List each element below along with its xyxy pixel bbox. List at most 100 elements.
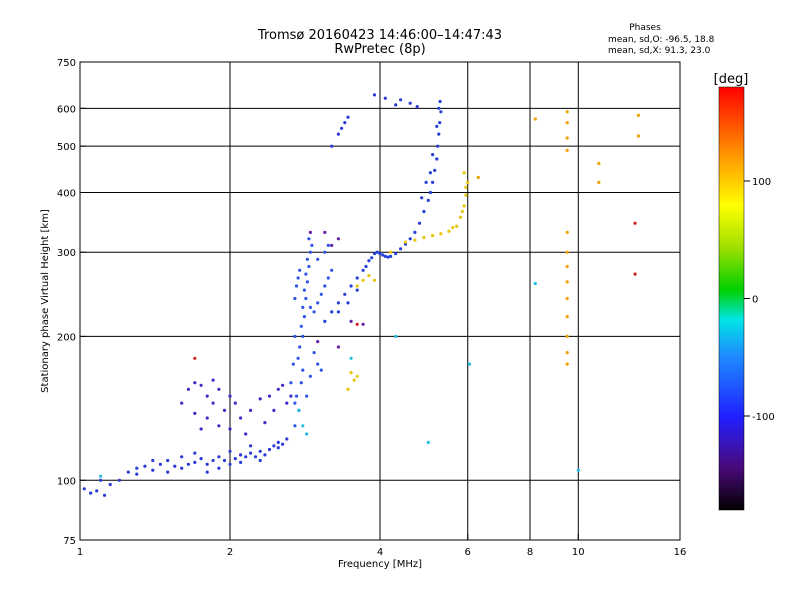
data-point [312,351,316,355]
data-point [302,288,306,292]
data-point [330,144,334,148]
data-point [205,394,209,398]
data-point [424,180,428,184]
data-point [431,234,435,238]
data-point [476,175,480,180]
data-point [228,427,232,431]
data-point [281,442,285,446]
data-point [180,466,184,470]
data-point [205,462,209,466]
data-point [158,462,162,466]
data-point [565,315,569,319]
data-point [263,421,267,425]
data-point [597,180,601,184]
data-point [126,470,130,474]
data-point [305,432,309,436]
data-point [249,408,253,412]
data-point [323,319,327,323]
data-point [316,340,320,344]
data-point [467,362,472,366]
data-point [381,253,385,257]
data-point [228,462,232,466]
data-point [249,451,253,455]
data-point [308,305,312,309]
data-point [316,301,320,305]
data-point [296,276,300,280]
data-point [293,424,297,428]
data-point [462,171,466,175]
data-point [346,115,350,119]
data-point [281,383,285,387]
data-point [355,374,359,378]
colorbar-tick-label: -100 [752,412,775,423]
data-point [403,240,408,244]
data-point [233,401,237,405]
data-point [296,356,300,360]
y-tick-label: 100 [57,476,76,487]
data-point [565,136,569,140]
data-point [89,491,93,495]
data-point [422,209,426,214]
data-point [383,96,387,100]
data-point [565,110,569,114]
data-point [431,153,435,157]
data-point [304,296,308,301]
y-axis-label: Stationary phase Virtual Height [km] [40,209,51,393]
data-point [99,478,103,482]
data-point [346,301,350,305]
x-tick-label: 8 [527,547,533,558]
data-point [417,221,422,225]
data-point [447,229,451,233]
data-point [193,356,197,360]
data-point [437,132,441,136]
data-point [117,478,122,482]
data-point [372,93,377,97]
data-point [576,468,580,472]
data-point [276,387,280,391]
data-point [330,310,334,314]
data-point [361,268,365,272]
data-point [367,274,371,278]
y-tick-label: 200 [57,332,76,343]
data-point [399,98,403,102]
data-point [330,243,334,247]
data-point [343,292,347,296]
data-point [143,464,147,468]
data-point [370,256,374,260]
data-point [435,124,439,128]
x-tick-label: 6 [465,547,471,558]
data-point [258,397,262,401]
data-point [323,250,327,254]
data-point [244,455,248,459]
data-point [301,424,305,428]
data-point [301,368,305,372]
x-tick-label: 10 [572,547,585,558]
data-point [420,196,424,200]
data-point [336,237,340,241]
data-point [293,334,297,338]
data-point [428,190,432,195]
data-point [326,243,330,247]
data-point [186,462,190,466]
data-point [336,301,340,305]
data-point [413,238,417,242]
data-point [285,401,289,405]
data-point [636,134,641,138]
data-point [597,161,601,166]
colorbar [718,86,745,511]
data-point [464,185,468,189]
data-point [439,110,443,114]
data-point [375,250,379,254]
data-point [565,351,569,355]
data-point [349,284,353,288]
data-point [308,250,312,254]
data-point [565,334,569,338]
data-point [239,453,243,457]
data-point [276,440,280,444]
data-point [565,264,569,269]
data-point [413,230,417,234]
data-point [253,455,258,459]
data-point [135,472,139,476]
data-point [272,444,276,448]
